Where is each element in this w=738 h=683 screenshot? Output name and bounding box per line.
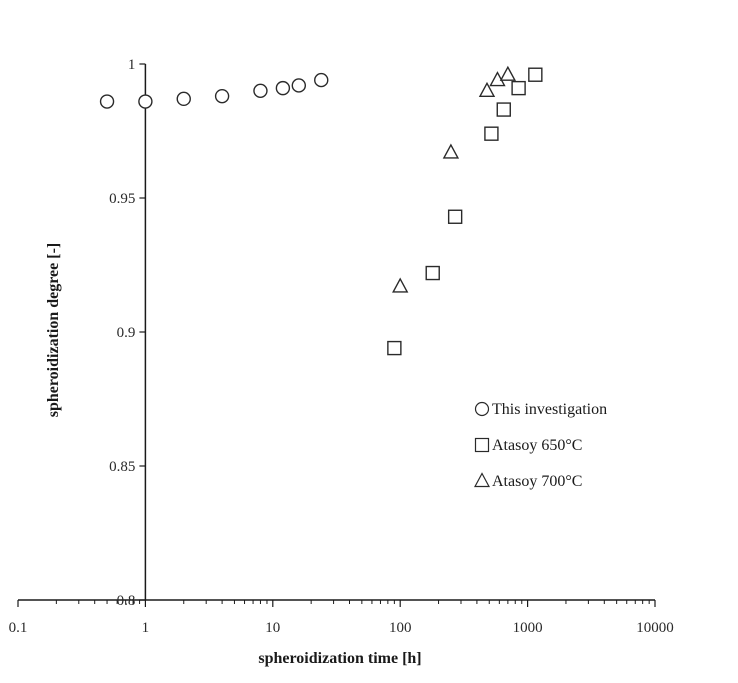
circle-point xyxy=(176,91,191,107)
circle-point xyxy=(291,78,307,93)
y-tick-label: 1 xyxy=(128,57,136,73)
triangle-point xyxy=(478,81,496,98)
y-axis-title: spheroidization degree [-] xyxy=(45,243,62,418)
square-point xyxy=(511,80,526,96)
square-point xyxy=(496,102,511,117)
x-axis-title: spheroidization time [h] xyxy=(258,650,421,667)
legend-label-this-investigation: This investigation xyxy=(492,401,607,418)
x-tick-label: 1000 xyxy=(513,620,543,636)
legend-marker-circle xyxy=(474,401,490,417)
square-point xyxy=(484,126,499,141)
y-tick-label: 0.85 xyxy=(109,459,135,475)
legend-item-this-investigation: This investigation xyxy=(474,401,607,418)
series-triangle xyxy=(392,65,517,293)
x-tick-label: 1 xyxy=(142,620,150,636)
triangle-point xyxy=(442,143,460,159)
legend-marker-square xyxy=(474,437,490,453)
circle-point xyxy=(253,83,268,99)
circle-point xyxy=(314,72,329,88)
triangle-point xyxy=(499,65,517,81)
y-tick-label: 0.95 xyxy=(109,191,135,207)
triangle-point xyxy=(392,277,409,293)
circle-point xyxy=(99,94,115,109)
series-circle xyxy=(99,72,329,109)
x-tick-label: 10000 xyxy=(636,620,674,636)
axes xyxy=(18,64,655,601)
y-ticks: 0.8 0.85 0.9 0.95 1 xyxy=(109,57,146,609)
circle-point xyxy=(214,88,230,104)
square-point xyxy=(425,265,440,281)
legend-marker-triangle xyxy=(473,472,491,488)
series-square xyxy=(387,67,543,356)
x-tick-label: 100 xyxy=(389,620,412,636)
legend-label-atasoy-650: Atasoy 650°C xyxy=(492,437,582,454)
x-ticks: 0.1 1 10 100 1000 10000 xyxy=(9,600,674,636)
legend: This investigation Atasoy 650°C Atasoy 7… xyxy=(473,401,607,490)
circle-point xyxy=(138,94,153,109)
y-tick-label: 0.9 xyxy=(117,325,136,341)
x-tick-label: 10 xyxy=(265,620,280,636)
legend-item-atasoy-650: Atasoy 650°C xyxy=(474,437,582,454)
legend-item-atasoy-700: Atasoy 700°C xyxy=(473,472,582,490)
square-point xyxy=(447,209,463,224)
square-point xyxy=(387,340,402,356)
y-tick-label: 0.8 xyxy=(117,593,136,609)
data-points xyxy=(99,65,543,356)
legend-label-atasoy-700: Atasoy 700°C xyxy=(492,473,582,490)
square-point xyxy=(528,67,543,82)
x-tick-label: 0.1 xyxy=(9,620,28,636)
circle-point xyxy=(275,80,291,96)
